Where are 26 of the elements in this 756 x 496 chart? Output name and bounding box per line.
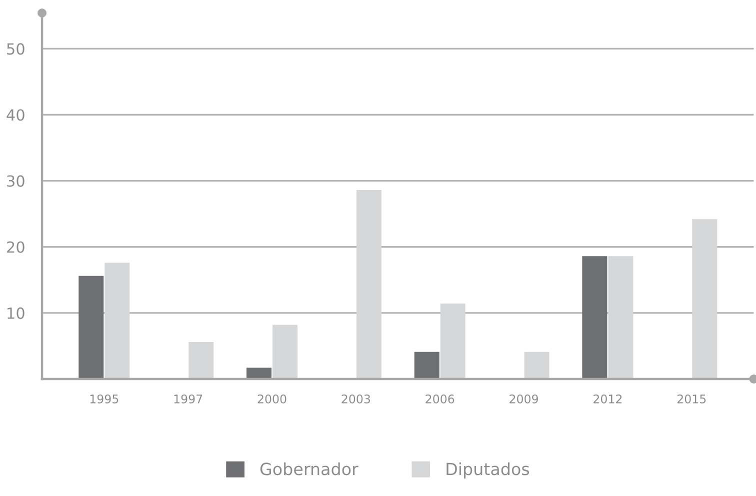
bar [582, 256, 608, 379]
legend-label: Diputados [446, 462, 530, 479]
bar [414, 352, 440, 379]
x-tick-label: 1997 [174, 394, 202, 404]
bar [104, 262, 130, 379]
x-tick-label: 2009 [510, 394, 538, 404]
y-tick-label: 50 [7, 43, 24, 55]
bar [188, 342, 214, 379]
bar [608, 256, 634, 379]
bar [356, 190, 382, 379]
bar [440, 304, 466, 379]
bar [692, 219, 718, 379]
y-tick-label: 10 [8, 307, 24, 319]
x-tick-label: 2012 [594, 394, 622, 404]
y-tick-label: 20 [7, 241, 24, 253]
x-tick-label: 1995 [90, 394, 118, 404]
x-tick-label: 2006 [426, 394, 454, 404]
bar [78, 276, 104, 379]
bar [524, 352, 550, 379]
x-tick-label: 2000 [258, 394, 286, 404]
legend-label: Gobernador [260, 462, 358, 476]
y-tick-label: 30 [7, 175, 24, 187]
y-tick-label: 40 [6, 109, 24, 121]
x-tick-label: 2015 [677, 394, 706, 404]
bar [272, 324, 298, 379]
x-tick-label: 2003 [342, 394, 370, 404]
